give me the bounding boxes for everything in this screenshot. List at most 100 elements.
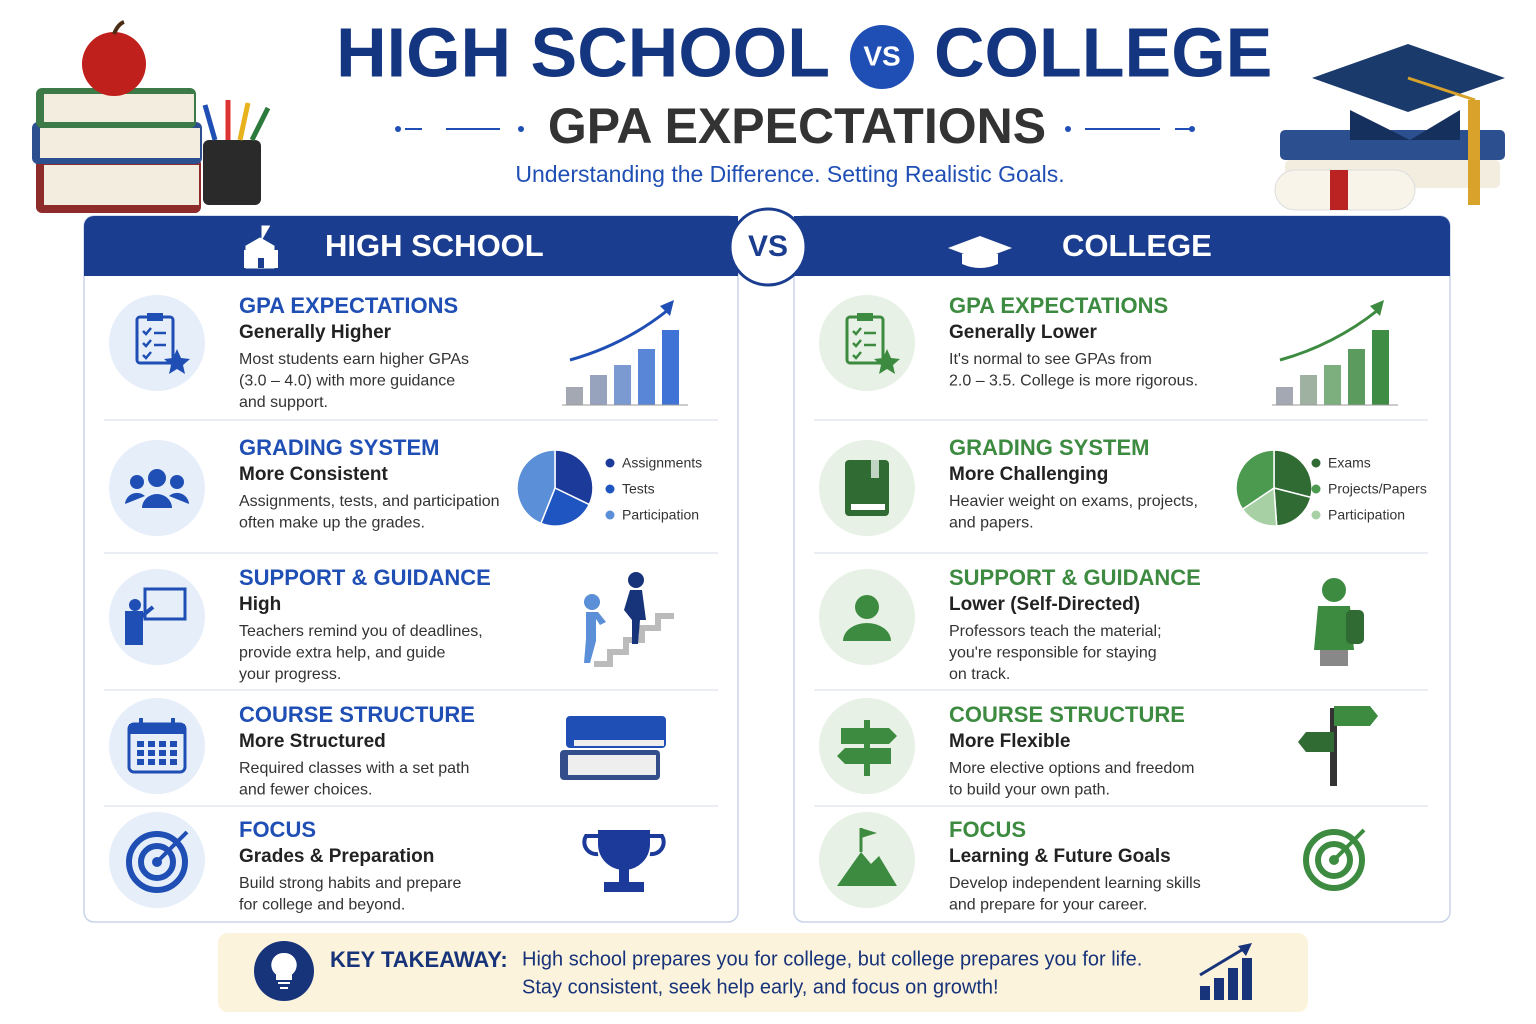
section-text: Develop independent learning skills — [949, 875, 1201, 892]
shape — [129, 599, 141, 611]
section-text: you're responsible for staying — [949, 645, 1157, 662]
shape — [395, 126, 401, 132]
shape — [662, 330, 679, 405]
shape — [130, 475, 144, 489]
shape — [170, 750, 177, 756]
pie-illustration — [516, 449, 594, 527]
shape — [619, 868, 629, 882]
column-heading: COLLEGE — [1062, 228, 1212, 263]
shape — [148, 759, 155, 765]
shape — [202, 104, 218, 141]
section-text: (3.0 – 4.0) with more guidance — [239, 373, 455, 390]
shape — [794, 216, 1450, 276]
shape — [1189, 126, 1195, 132]
shape — [1315, 841, 1353, 879]
shape — [1200, 986, 1210, 1000]
legend-dot — [1311, 510, 1321, 520]
shape — [638, 349, 655, 405]
shape — [1273, 487, 1312, 527]
shape — [1330, 170, 1348, 210]
illustration — [560, 716, 666, 780]
shape — [148, 469, 166, 487]
shape — [148, 750, 155, 756]
section-title: COURSE STRUCTURE — [949, 702, 1185, 727]
shape — [159, 759, 166, 765]
legend-label: Participation — [1328, 507, 1405, 523]
shape — [516, 449, 556, 525]
shape — [143, 587, 187, 621]
section-text: More elective options and freedom — [949, 760, 1194, 777]
legend-dot — [605, 484, 615, 494]
section-title: SUPPORT & GUIDANCE — [239, 565, 491, 590]
shape — [147, 313, 163, 321]
legend-label: Exams — [1328, 455, 1371, 471]
legend-dot — [1311, 458, 1321, 468]
shape — [574, 740, 664, 746]
illustration — [582, 830, 666, 892]
subtitle: GPA EXPECTATIONS — [548, 98, 1046, 154]
shape — [518, 126, 524, 132]
shape — [584, 594, 600, 610]
center-vs-badge — [728, 207, 808, 287]
column-heading: HIGH SCHOOL — [325, 228, 544, 263]
section-level: More Challenging — [949, 464, 1108, 485]
section-icon — [845, 313, 900, 374]
section-text: on track. — [949, 666, 1010, 683]
shape — [44, 165, 199, 205]
shape — [539, 486, 591, 527]
section-text: Required classes with a set path — [239, 760, 469, 777]
shape — [837, 748, 891, 764]
shape — [660, 300, 674, 316]
shape — [129, 724, 185, 734]
legend-label: Projects/Papers — [1328, 481, 1427, 497]
section-icon-bg — [109, 295, 205, 391]
shape — [155, 830, 189, 864]
shape — [843, 623, 891, 641]
section-text: 2.0 – 3.5. College is more rigorous. — [949, 373, 1198, 390]
shape — [1199, 946, 1246, 977]
shape — [170, 741, 177, 747]
illustration — [1314, 578, 1364, 666]
takeaway-label: KEY TAKEAWAY: — [330, 947, 508, 972]
section-text: provide extra help, and guide — [239, 645, 445, 662]
shape — [604, 882, 644, 892]
shape — [1242, 958, 1252, 1000]
section-icon-bg — [819, 295, 915, 391]
section-title: FOCUS — [949, 817, 1026, 842]
shape — [590, 375, 607, 405]
shape — [624, 590, 646, 644]
shape — [1370, 300, 1384, 316]
shape — [598, 830, 650, 870]
section-level: More Consistent — [239, 464, 389, 485]
shape — [857, 313, 873, 321]
shape — [266, 250, 278, 268]
section-text: Professors teach the material; — [949, 623, 1162, 640]
shape — [82, 32, 146, 96]
heading-icon — [244, 225, 278, 269]
grad-cap-decoration — [1274, 44, 1505, 211]
section-text: often make up the grades. — [239, 515, 425, 532]
shape — [1235, 449, 1275, 511]
section-level: More Structured — [239, 731, 386, 752]
section-title: FOCUS — [239, 817, 316, 842]
shape — [841, 728, 897, 744]
section-title: GRADING SYSTEM — [949, 435, 1149, 460]
shape — [1276, 387, 1293, 405]
shape — [582, 834, 666, 857]
shape — [837, 852, 897, 886]
shape — [1334, 706, 1378, 726]
section-icon — [126, 830, 189, 893]
illustration — [1303, 828, 1366, 891]
shape — [1372, 330, 1389, 405]
pie-illustration — [1235, 449, 1313, 527]
legend-dot — [605, 510, 615, 520]
shape — [851, 504, 885, 510]
section-text: for college and beyond. — [239, 897, 405, 914]
shape — [1320, 650, 1348, 666]
section-text: and papers. — [949, 515, 1034, 532]
shape — [170, 759, 177, 765]
shape — [244, 250, 256, 268]
shape — [1298, 732, 1334, 752]
